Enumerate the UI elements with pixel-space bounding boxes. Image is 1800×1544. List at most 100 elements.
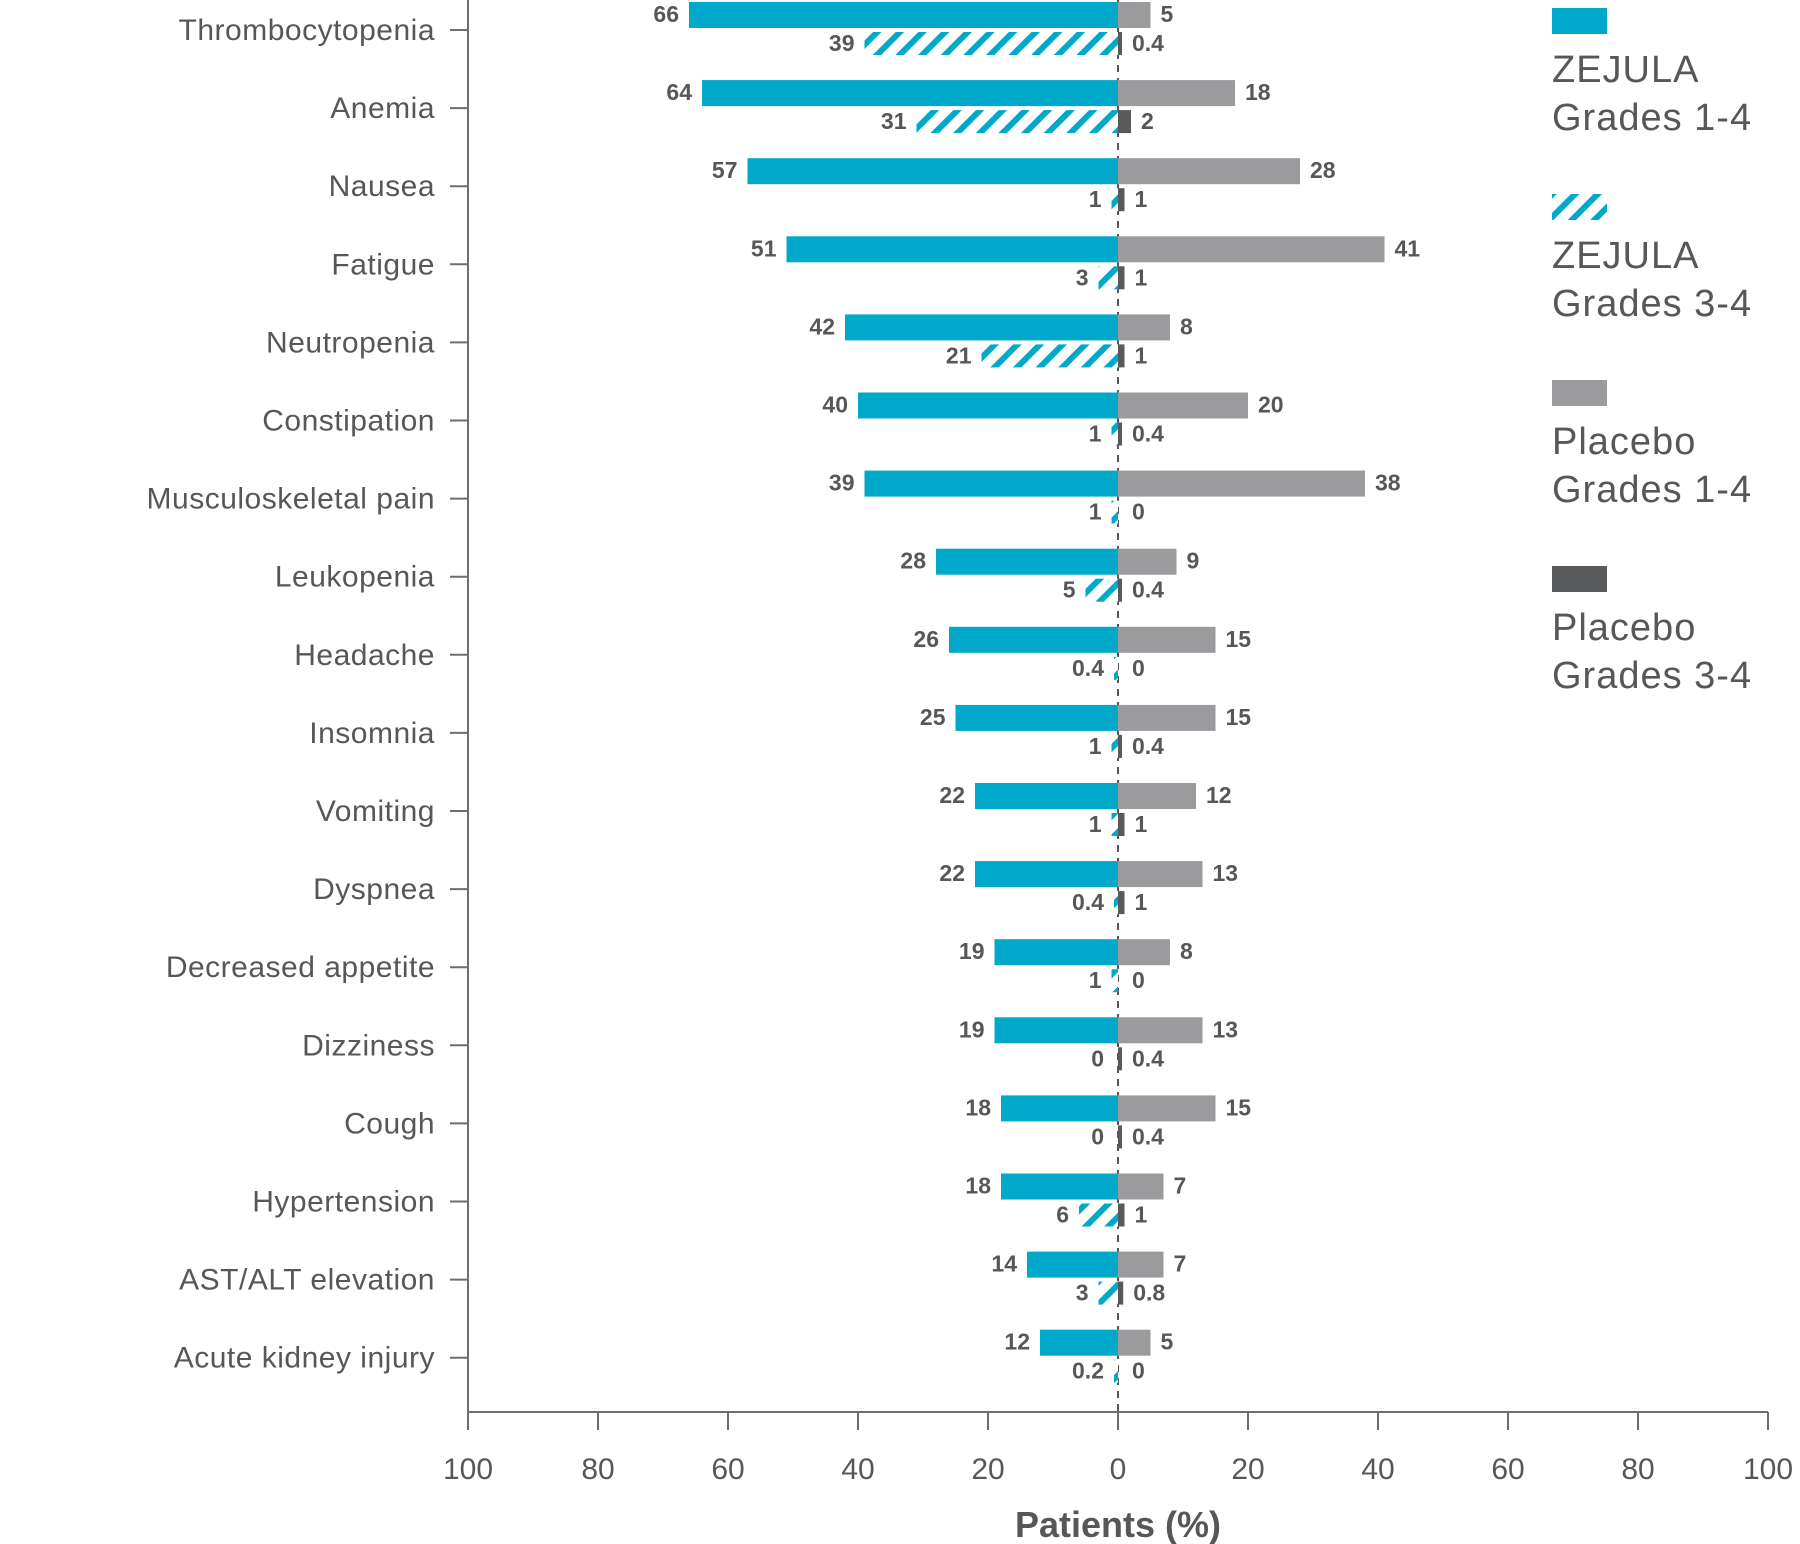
legend-entry: Placebo Grades 3-4 [1552, 566, 1752, 697]
bar-placebo-grades-3-4 [1118, 578, 1122, 602]
bar-placebo-grades-3-4 [1118, 1203, 1125, 1227]
value-label-zejula-grades-1-4: 18 [965, 1094, 991, 1120]
category-label: Headache [294, 639, 435, 672]
bar-zejula-grades-3-4 [1111, 734, 1118, 758]
value-label-placebo-grades-1-4: 20 [1258, 392, 1284, 418]
value-label-placebo-grades-1-4: 5 [1161, 1, 1174, 27]
category-label: Dyspnea [313, 873, 435, 906]
bar-placebo-grades-1-4 [1118, 861, 1203, 888]
bar-zejula-grades-3-4 [1085, 578, 1118, 602]
x-tick-label: 20 [1231, 1453, 1264, 1486]
x-tick-label: 40 [841, 1453, 874, 1486]
value-label-placebo-grades-1-4: 7 [1174, 1251, 1187, 1277]
legend-entry: ZEJULA Grades 1-4 [1552, 8, 1751, 139]
value-label-placebo-grades-3-4: 1 [1135, 1202, 1148, 1228]
category-label: Hypertension [252, 1186, 435, 1219]
value-label-zejula-grades-1-4: 22 [939, 860, 965, 886]
value-label-zejula-grades-1-4: 25 [920, 704, 946, 730]
legend-label-line1: Placebo [1552, 607, 1696, 649]
value-label-zejula-grades-3-4: 0.4 [1072, 655, 1104, 681]
value-label-zejula-grades-3-4: 5 [1063, 577, 1076, 603]
legend-label-line1: Placebo [1552, 421, 1696, 463]
category-label: Nausea [329, 170, 435, 203]
value-label-zejula-grades-3-4: 0 [1091, 1045, 1104, 1071]
bar-placebo-grades-1-4 [1118, 626, 1216, 653]
value-label-placebo-grades-1-4: 7 [1174, 1173, 1187, 1199]
bar-zejula-grades-1-4 [1040, 1329, 1118, 1356]
x-tick-label: 20 [971, 1453, 1004, 1486]
bar-placebo-grades-1-4 [1118, 704, 1216, 731]
bar-zejula-grades-1-4 [994, 1017, 1118, 1044]
bar-zejula-grades-3-4 [1114, 656, 1118, 680]
value-label-zejula-grades-1-4: 42 [809, 313, 835, 339]
bar-placebo-grades-3-4 [1118, 110, 1131, 134]
value-label-zejula-grades-3-4: 6 [1056, 1202, 1069, 1228]
value-label-zejula-grades-1-4: 39 [829, 470, 855, 496]
x-tick-label: 60 [1491, 1453, 1524, 1486]
value-label-zejula-grades-1-4: 57 [712, 157, 738, 183]
value-label-placebo-grades-3-4: 1 [1135, 342, 1148, 368]
bar-zejula-grades-3-4 [981, 344, 1118, 368]
bar-placebo-grades-1-4 [1118, 236, 1385, 263]
value-label-zejula-grades-3-4: 1 [1089, 733, 1102, 759]
bar-placebo-grades-3-4 [1118, 813, 1125, 836]
value-label-placebo-grades-3-4: 1 [1135, 889, 1148, 915]
legend-swatch [1552, 380, 1607, 406]
bar-zejula-grades-1-4 [1001, 1173, 1118, 1200]
bar-placebo-grades-3-4 [1118, 344, 1125, 368]
x-tick-label: 100 [443, 1453, 493, 1486]
category-label: Vomiting [316, 795, 435, 828]
category-label: Fatigue [331, 248, 435, 281]
value-label-zejula-grades-3-4: 1 [1089, 186, 1102, 212]
value-label-placebo-grades-3-4: 0 [1132, 1358, 1145, 1384]
value-label-zejula-grades-3-4: 0.2 [1072, 1358, 1104, 1384]
bars [689, 2, 1385, 1383]
bar-zejula-grades-1-4 [689, 2, 1118, 28]
bar-placebo-grades-3-4 [1118, 266, 1125, 290]
value-label-zejula-grades-3-4: 1 [1089, 499, 1102, 525]
legend-label-line2: Grades 3-4 [1552, 283, 1752, 325]
value-label-zejula-grades-1-4: 19 [959, 1016, 985, 1042]
value-label-placebo-grades-3-4: 1 [1135, 811, 1148, 837]
bar-zejula-grades-3-4 [1114, 891, 1118, 915]
category-label: AST/ALT elevation [179, 1264, 435, 1297]
bar-zejula-grades-1-4 [858, 392, 1118, 419]
value-label-zejula-grades-3-4: 31 [881, 108, 907, 134]
bar-placebo-grades-1-4 [1118, 783, 1196, 809]
value-label-zejula-grades-1-4: 66 [653, 1, 679, 27]
value-label-placebo-grades-1-4: 41 [1395, 235, 1421, 261]
value-label-zejula-grades-3-4: 0.4 [1072, 889, 1104, 915]
bar-zejula-grades-3-4 [1111, 813, 1118, 836]
axes: 100 80 60 40 20 0 20 40 60 80 100 [443, 0, 1793, 1486]
bar-placebo-grades-1-4 [1118, 548, 1177, 575]
value-label-placebo-grades-1-4: 12 [1206, 782, 1232, 808]
bar-placebo-grades-3-4 [1118, 734, 1122, 758]
bar-placebo-grades-1-4 [1118, 158, 1300, 185]
bar-placebo-grades-1-4 [1118, 80, 1235, 107]
bar-placebo-grades-1-4 [1118, 392, 1248, 419]
bar-placebo-grades-3-4 [1118, 1281, 1124, 1305]
x-tick-label: 60 [711, 1453, 744, 1486]
value-labels: 663950.46431182571281513411422181401200.… [653, 1, 1420, 1384]
x-tick-label: 80 [581, 1453, 614, 1486]
value-label-placebo-grades-1-4: 5 [1161, 1329, 1174, 1355]
value-label-placebo-grades-1-4: 15 [1226, 704, 1252, 730]
bar-placebo-grades-3-4 [1118, 422, 1122, 446]
value-label-placebo-grades-3-4: 1 [1135, 186, 1148, 212]
bar-placebo-grades-1-4 [1118, 2, 1151, 28]
bar-placebo-grades-1-4 [1118, 1017, 1203, 1044]
value-label-zejula-grades-1-4: 64 [666, 79, 692, 105]
value-label-zejula-grades-1-4: 51 [751, 235, 777, 261]
value-label-zejula-grades-1-4: 28 [900, 548, 926, 574]
bar-placebo-grades-1-4 [1118, 939, 1170, 966]
legend-label-line2: Grades 3-4 [1552, 655, 1752, 697]
category-label: Anemia [330, 92, 435, 125]
value-label-placebo-grades-1-4: 13 [1213, 860, 1239, 886]
value-label-placebo-grades-1-4: 8 [1180, 313, 1193, 339]
legend-label-line2: Grades 1-4 [1552, 469, 1752, 511]
value-label-placebo-grades-1-4: 8 [1180, 938, 1193, 964]
bar-placebo-grades-3-4 [1118, 891, 1125, 915]
value-label-placebo-grades-1-4: 15 [1226, 626, 1252, 652]
bar-placebo-grades-1-4 [1118, 314, 1170, 341]
bar-zejula-grades-3-4 [1111, 188, 1118, 212]
